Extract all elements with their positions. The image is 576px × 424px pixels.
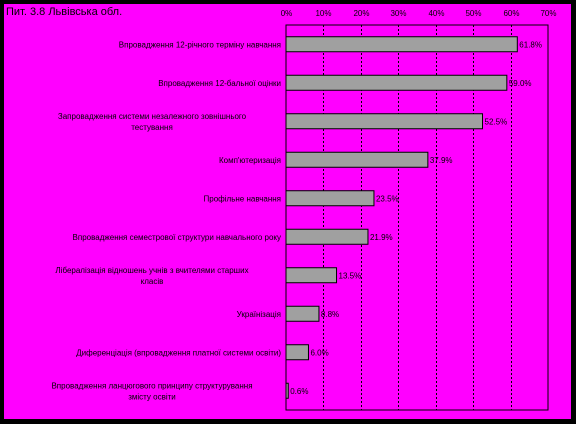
category-label: Впровадження ланцюгового принципу структ… — [51, 381, 252, 390]
bar — [285, 74, 508, 91]
bar-chart: 0% 10% 20% 30% 40% 50% 60% 70% 61.8% Впровадження… — [51, 9, 557, 411]
x-tick-label: 20% — [353, 9, 369, 18]
x-tick-label: 10% — [315, 9, 331, 18]
category-label: класів — [141, 277, 164, 286]
category-label: Диференціація (впровадження платної сист… — [76, 348, 281, 357]
bar — [285, 267, 338, 284]
plot-area — [285, 24, 549, 411]
bar — [285, 228, 369, 245]
category-label: Впровадження семестрової структури навча… — [73, 233, 281, 242]
category-label: тестування — [131, 123, 173, 132]
category-label: Впровадження 12-бальної оцінки — [158, 79, 281, 88]
data-label: 8.8% — [321, 310, 339, 319]
bar — [285, 382, 289, 399]
x-tick-label: 0% — [281, 9, 293, 18]
bar — [285, 305, 320, 322]
data-label: 23.5% — [376, 194, 399, 203]
bar — [285, 151, 429, 168]
chart-title: Пит. 3.8 Львівська обл. — [6, 6, 123, 18]
data-label: 6.0% — [310, 348, 328, 357]
x-tick-label: 50% — [465, 9, 481, 18]
data-label: 59.0% — [509, 79, 532, 88]
category-label: Впровадження 12-річного терміну навчання — [119, 40, 281, 49]
data-label: 52.5% — [485, 117, 508, 126]
x-tick-label: 40% — [428, 9, 444, 18]
x-tick-label: 70% — [540, 9, 556, 18]
category-label: Профільне навчання — [204, 194, 281, 203]
data-label: 13.5% — [339, 271, 362, 280]
category-label: Лібералізація відношень учнів з вчителям… — [55, 266, 248, 275]
data-label: 0.6% — [290, 387, 308, 396]
x-tick-label: 60% — [503, 9, 519, 18]
bar — [285, 190, 375, 207]
x-tick-label: 30% — [390, 9, 406, 18]
category-label: Запровадження системи незалежного зовніш… — [58, 112, 247, 121]
category-label: Комп'ютеризація — [219, 156, 281, 165]
data-label: 21.9% — [370, 233, 393, 242]
bar — [285, 113, 483, 130]
bar — [285, 36, 518, 53]
data-label: 61.8% — [519, 40, 542, 49]
bar — [285, 344, 309, 361]
data-label: 37.9% — [430, 156, 453, 165]
chart-panel: Пит. 3.8 Львівська обл. 0% 10% 20% 30% 40% 50… — [4, 4, 571, 419]
category-label: Українізація — [237, 310, 281, 319]
category-label: змісту освіти — [128, 392, 176, 401]
